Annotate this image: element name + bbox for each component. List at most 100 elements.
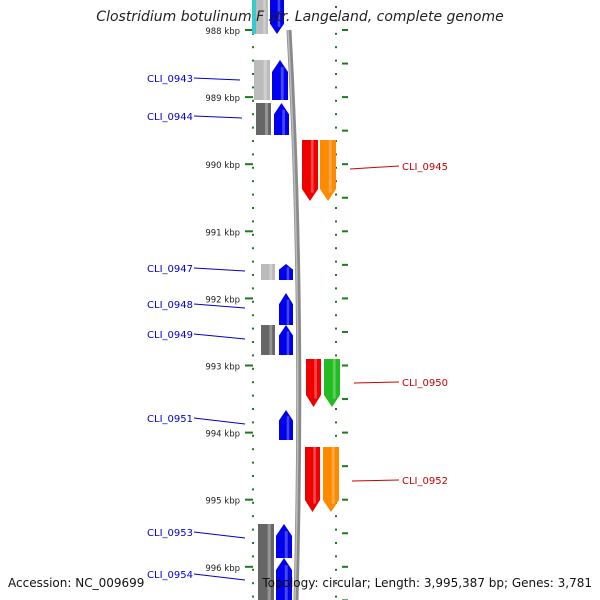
minor-tick-left xyxy=(252,46,254,49)
gene-blue-arrow-shine xyxy=(277,0,281,27)
gene-red-arrow xyxy=(302,140,318,201)
gene-label-right: CLI_0950 xyxy=(402,378,448,389)
major-tick-left xyxy=(245,431,253,434)
gene-leader-line xyxy=(353,381,400,384)
kbp-label: 989 kbp xyxy=(205,94,240,104)
major-tick-right xyxy=(342,263,348,266)
gene-gray-block xyxy=(256,0,268,34)
gene-green-arrow-shine xyxy=(332,359,336,399)
backbone-highlight xyxy=(287,29,299,600)
major-tick-left xyxy=(245,565,253,568)
gene-blue-arrow xyxy=(279,264,293,280)
gene-label-left: CLI_0954 xyxy=(147,570,193,581)
gene-leader-line xyxy=(349,165,400,170)
major-tick-right xyxy=(342,532,348,535)
gene-gray-block xyxy=(254,60,270,100)
major-tick-right xyxy=(342,364,348,367)
minor-tick-right xyxy=(335,515,337,518)
minor-tick-left xyxy=(252,193,254,196)
gene-blue-arrow-shine xyxy=(286,416,290,440)
minor-tick-right xyxy=(335,113,337,116)
gene-leader-line xyxy=(193,115,243,119)
kbp-label: 991 kbp xyxy=(205,228,240,238)
minor-tick-left xyxy=(252,260,254,263)
minor-tick-right xyxy=(335,595,337,598)
gene-blue-arrow xyxy=(276,558,292,600)
gene-label-left: CLI_0953 xyxy=(147,528,193,539)
minor-tick-right xyxy=(335,408,337,410)
minor-tick-right xyxy=(335,247,337,250)
major-tick-left xyxy=(245,29,253,31)
gene-blue-arrow xyxy=(274,103,289,135)
minor-tick-left xyxy=(252,287,254,290)
minor-tick-left xyxy=(252,233,254,236)
minor-tick-left xyxy=(252,113,254,116)
gene-leader-line xyxy=(351,479,400,482)
minor-tick-left xyxy=(252,501,254,504)
kbp-label: 994 kbp xyxy=(205,430,240,440)
gene-leader-line xyxy=(193,303,246,309)
major-tick-right xyxy=(342,196,348,199)
major-tick-right xyxy=(342,163,348,166)
gene-features xyxy=(252,0,340,600)
gene-orange-arrow xyxy=(320,140,336,201)
minor-tick-right xyxy=(335,59,337,62)
gene-blue-arrow xyxy=(279,325,293,355)
major-tick-left xyxy=(245,297,253,300)
minor-tick-left xyxy=(252,367,254,370)
gene-blue-arrow-shine xyxy=(286,267,290,280)
minor-tick-right xyxy=(335,6,337,8)
gene-label-left: CLI_0949 xyxy=(147,330,193,341)
gene-gray-block-shine xyxy=(269,264,273,280)
minor-tick-left xyxy=(252,327,254,330)
minor-tick-right xyxy=(335,314,337,317)
minor-tick-left xyxy=(252,555,254,558)
minor-tick-left xyxy=(252,86,254,89)
major-tick-right xyxy=(342,498,348,501)
major-tick-right xyxy=(342,29,348,31)
gene-leader-line xyxy=(193,417,246,425)
minor-tick-right xyxy=(335,19,337,22)
minor-tick-right xyxy=(335,260,337,263)
gene-leader-line xyxy=(193,531,246,539)
gene-red-arrow-shine xyxy=(313,447,316,504)
gene-leader-line xyxy=(193,77,241,81)
major-tick-right xyxy=(342,129,348,132)
minor-tick-right xyxy=(335,568,337,571)
genome-title: Clostridium botulinum F str. Langeland, … xyxy=(96,9,504,25)
minor-tick-right xyxy=(335,341,337,343)
gene-orange-arrow-shine xyxy=(328,140,332,193)
minor-tick-left xyxy=(252,99,254,102)
minor-tick-left xyxy=(252,220,254,223)
gene-leader-line xyxy=(193,573,246,581)
gene-blue-arrow xyxy=(272,60,288,100)
minor-tick-right xyxy=(335,274,337,276)
minor-tick-left xyxy=(252,59,254,62)
gene-gray-block-shine xyxy=(269,325,273,355)
minor-tick-left xyxy=(252,595,254,598)
minor-tick-right xyxy=(335,193,337,196)
kbp-label: 996 kbp xyxy=(205,564,240,574)
minor-tick-right xyxy=(335,126,337,129)
major-tick-right xyxy=(342,565,348,568)
minor-tick-right xyxy=(335,73,337,75)
genome-backbone xyxy=(286,29,302,600)
gene-blue-arrow xyxy=(279,293,293,325)
gene-blue-arrow-shine xyxy=(282,109,285,135)
topology-text: Topology: circular; Length: 3,995,387 bp… xyxy=(262,576,592,590)
minor-tick-left xyxy=(252,582,254,585)
major-tick-right xyxy=(342,230,348,233)
gene-blue-arrow xyxy=(276,524,292,558)
minor-tick-left xyxy=(252,341,254,343)
major-tick-right xyxy=(342,398,348,401)
gene-blue-arrow xyxy=(279,410,293,440)
gene-blue-arrow-shine xyxy=(286,299,290,325)
gene-gray-block xyxy=(258,524,274,600)
minor-tick-right xyxy=(335,327,337,330)
gene-leader-line xyxy=(193,267,246,272)
minor-tick-right xyxy=(335,287,337,290)
minor-tick-left xyxy=(252,247,254,250)
minor-tick-right xyxy=(335,207,337,209)
minor-tick-left xyxy=(252,568,254,571)
